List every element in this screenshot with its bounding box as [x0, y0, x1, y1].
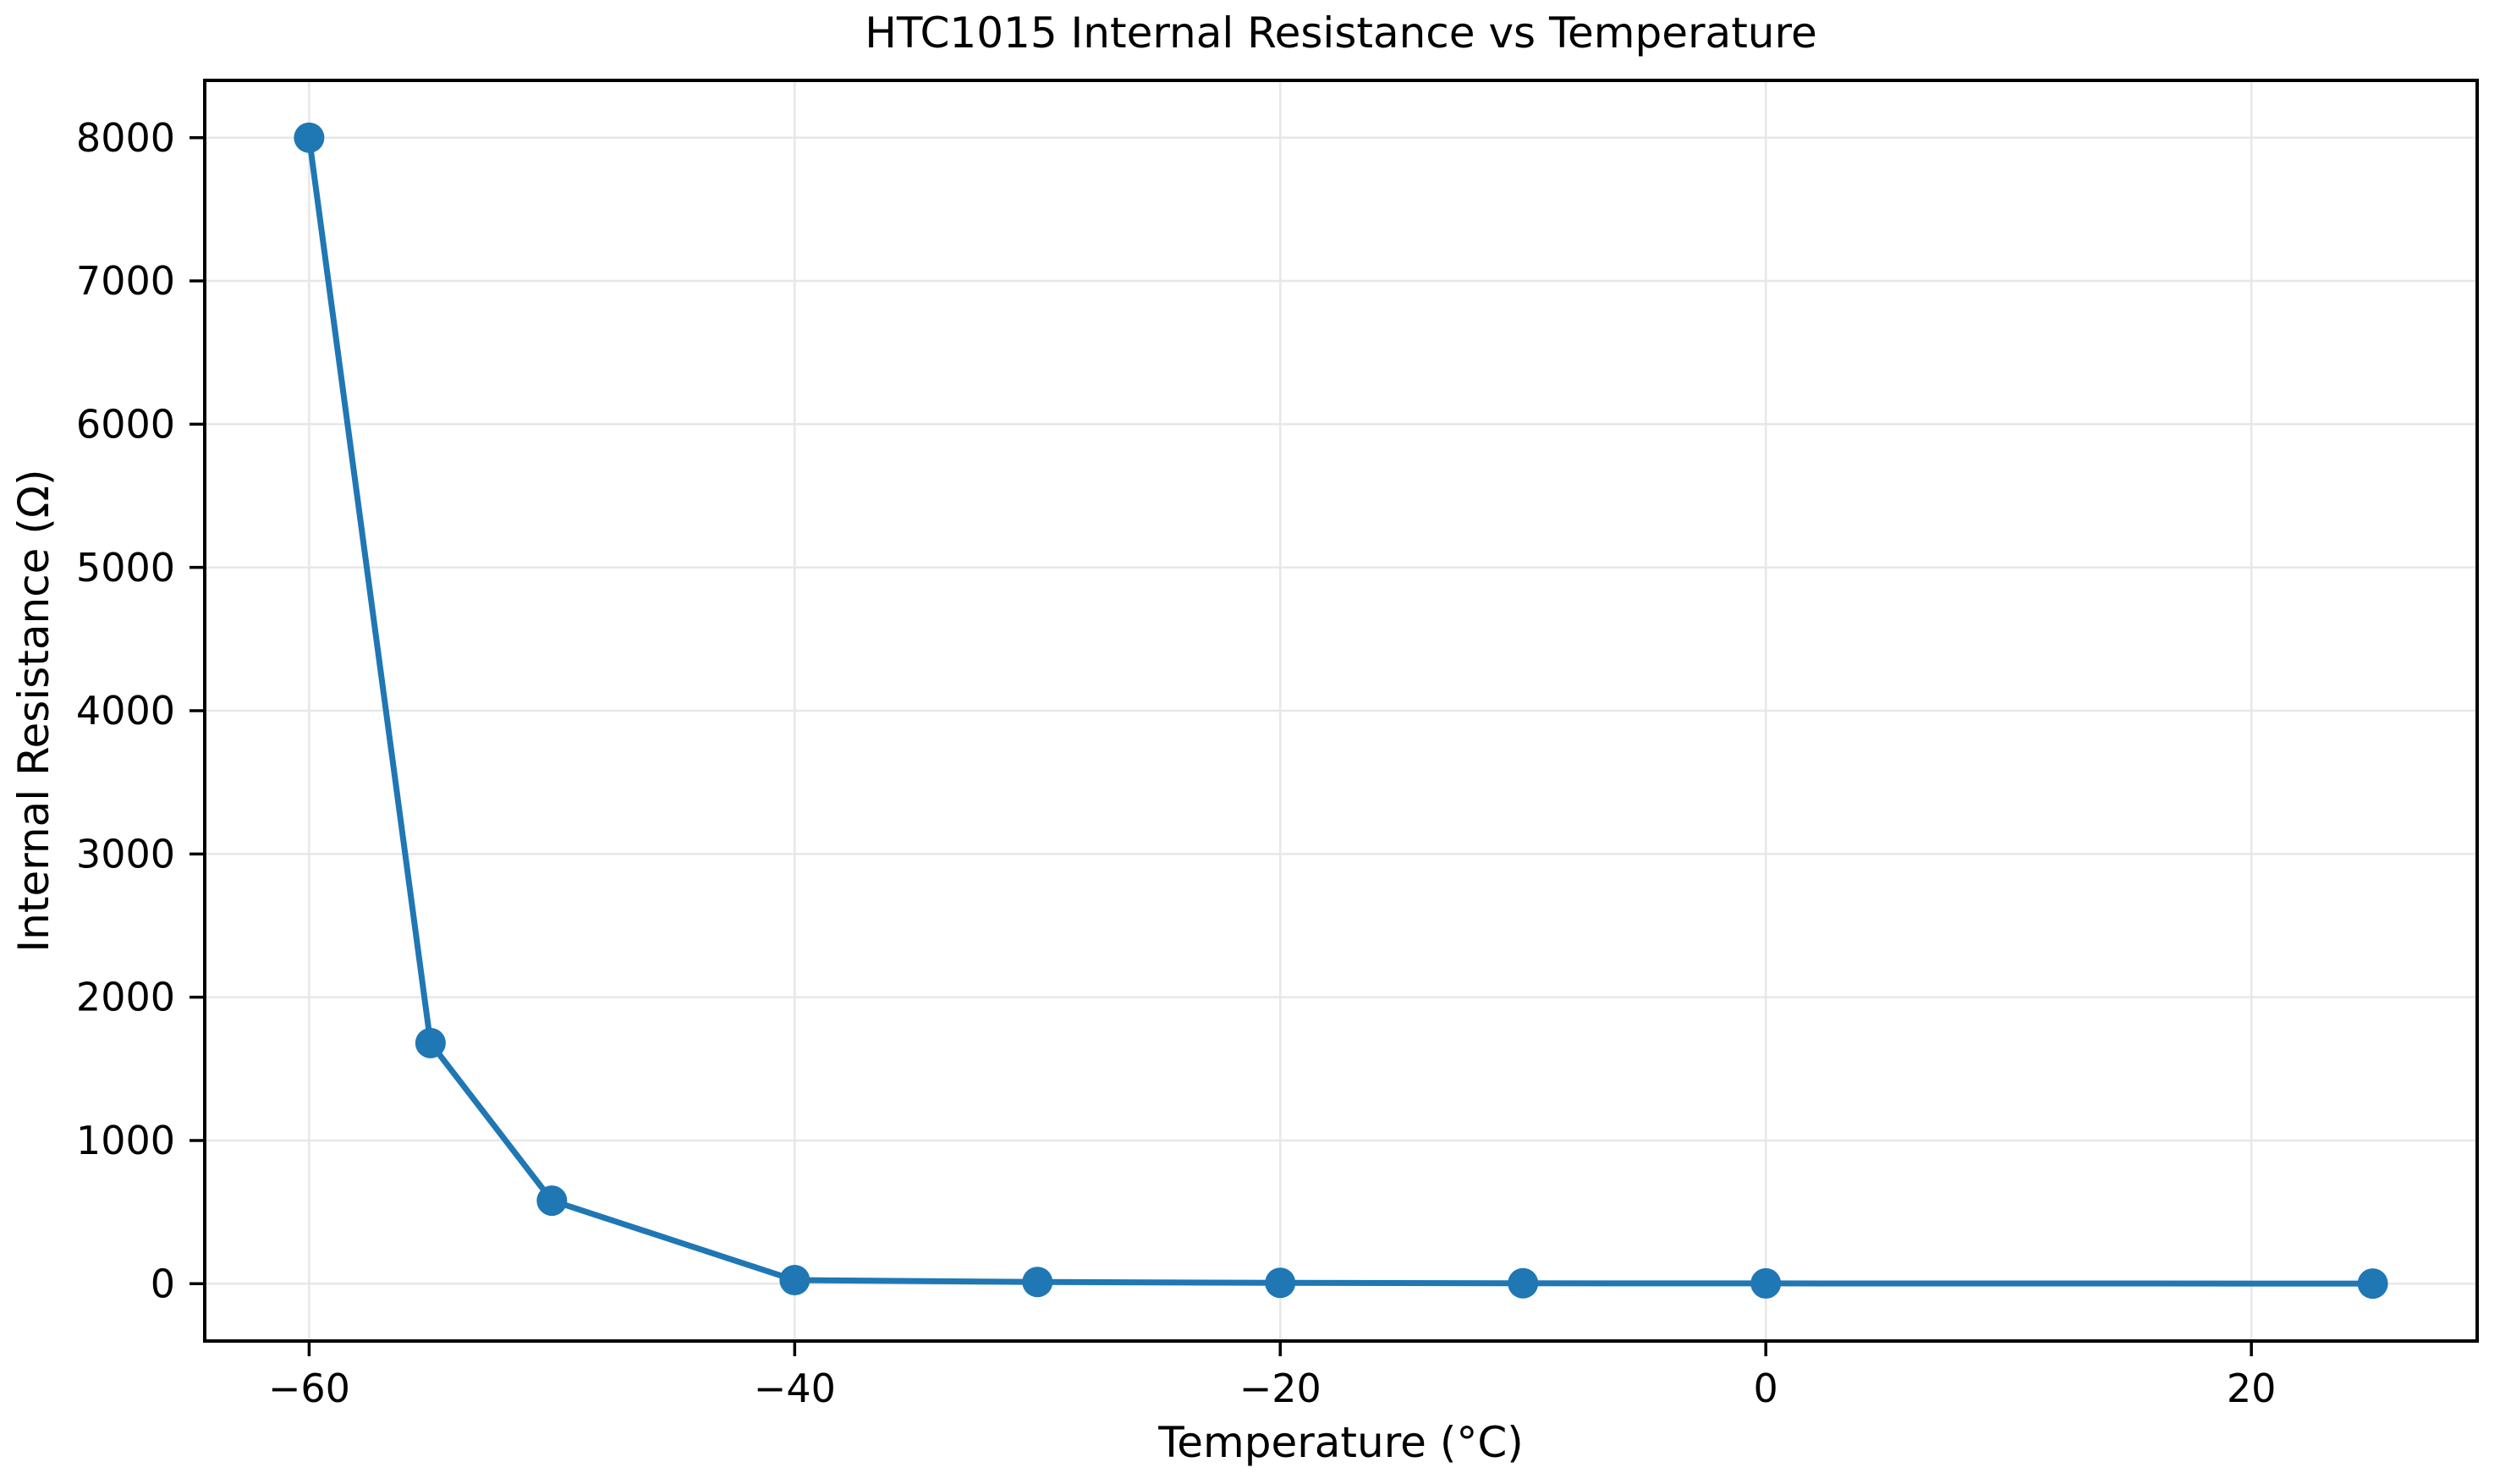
data-point-marker	[2357, 1268, 2388, 1300]
x-tick-label: −40	[754, 1366, 836, 1411]
data-point-marker	[415, 1027, 446, 1058]
x-tick-label: −60	[268, 1366, 350, 1411]
data-point-marker	[1022, 1267, 1053, 1298]
data-point-marker	[1265, 1267, 1296, 1299]
x-tick-label: 20	[2227, 1366, 2277, 1411]
chart-title: HTC1015 Internal Resistance vs Temperatu…	[865, 8, 1817, 58]
y-tick-label: 8000	[76, 115, 175, 161]
x-tick-label: −20	[1239, 1366, 1321, 1411]
data-point-marker	[294, 122, 325, 153]
data-point-marker	[779, 1265, 810, 1296]
y-tick-label: 4000	[76, 688, 175, 734]
y-tick-label: 2000	[76, 975, 175, 1020]
y-tick-label: 6000	[76, 401, 175, 447]
x-axis-label: Temperature (°C)	[1158, 1418, 1524, 1467]
y-tick-label: 0	[151, 1261, 175, 1306]
y-tick-label: 1000	[76, 1118, 175, 1163]
data-point-marker	[536, 1185, 568, 1217]
data-point-marker	[1508, 1267, 1539, 1299]
data-point-marker	[1750, 1267, 1782, 1299]
y-tick-label: 3000	[76, 831, 175, 877]
y-tick-label: 7000	[76, 258, 175, 304]
x-tick-label: 0	[1754, 1366, 1778, 1411]
y-tick-label: 5000	[76, 545, 175, 591]
